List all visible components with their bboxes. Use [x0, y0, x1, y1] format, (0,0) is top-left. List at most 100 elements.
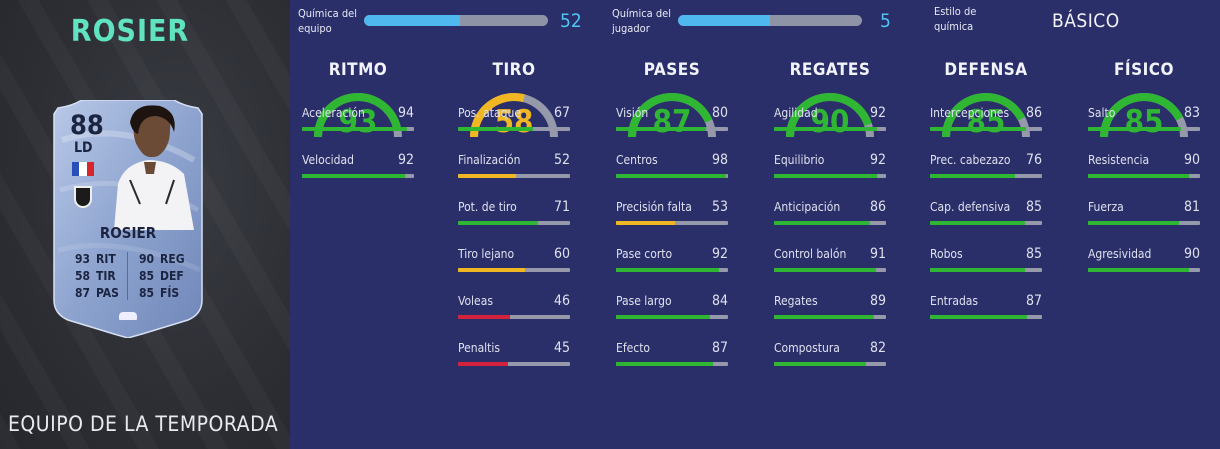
attribute-value: 58 [494, 104, 534, 140]
card-type-label: EQUIPO DE LA TEMPORADA [8, 412, 279, 436]
sub-attribute-bar [458, 362, 570, 366]
attribute-gauge [786, 93, 874, 138]
card-stat-value: 85 [138, 268, 154, 283]
sub-attribute-value: 92 [869, 105, 886, 121]
attribute-gauge [942, 93, 1030, 138]
sub-attribute-value: 94 [397, 105, 414, 121]
sub-attribute-bar [458, 221, 570, 225]
sub-attribute-bar [774, 362, 886, 366]
sub-attribute-row: Finalización 52 [458, 152, 570, 183]
sub-attribute-value: 85 [1025, 199, 1042, 215]
attribute-value: 85 [1124, 104, 1164, 140]
sub-attribute-row: Agilidad 92 [774, 105, 886, 136]
sub-attribute-bar [616, 268, 728, 272]
sub-attribute-bar-fill [774, 362, 866, 366]
sub-attribute-bar-fill [616, 221, 676, 225]
sub-attribute-value: 83 [1183, 105, 1200, 121]
sub-attribute-row: Pot. de tiro 71 [458, 199, 570, 230]
sub-attribute-name: Equilibrio [774, 153, 825, 167]
sub-attribute-bar-fill [302, 174, 406, 178]
sub-attribute-row: Intercepciones 86 [930, 105, 1042, 136]
player-chemistry-label-line2: jugador [612, 22, 650, 35]
sub-attribute-name: Anticipación [774, 200, 841, 214]
sub-attribute-bar [302, 174, 414, 178]
sub-attribute-row: Pase corto 92 [616, 246, 728, 277]
sub-attribute-name: Voleas [458, 294, 493, 308]
sub-attribute-row: Visión 80 [616, 105, 728, 136]
sub-attribute-bar [1088, 221, 1200, 225]
sub-attribute-bar [930, 127, 1042, 131]
sub-attribute-name: Pase largo [616, 294, 672, 308]
team-chemistry-label-line1: Química del [298, 7, 357, 20]
sub-attribute-bar-fill [1088, 268, 1189, 272]
sub-attribute-bar-fill [458, 127, 534, 131]
attribute-value: 85 [966, 104, 1006, 140]
card-stat-value: 58 [74, 268, 90, 283]
sub-attribute-name: Efecto [616, 341, 651, 355]
player-name-title: ROSIER [70, 14, 190, 49]
sub-attribute-row: Resistencia 90 [1088, 152, 1200, 183]
sub-attribute-bar [458, 174, 570, 178]
sub-attribute-row: Salto 83 [1088, 105, 1200, 136]
card-stat-label: REG [160, 251, 185, 266]
sub-attribute-bar [458, 315, 570, 319]
attribute-gauge [1100, 93, 1188, 138]
sub-attribute-value: 86 [869, 199, 886, 215]
attribute-title: PASES [643, 60, 701, 80]
sub-attribute-row: Precisión falta 53 [616, 199, 728, 230]
sub-attribute-bar-fill [616, 362, 714, 366]
sub-attribute-bar [930, 315, 1042, 319]
card-divider [127, 252, 128, 300]
sub-attribute-bar-fill [930, 268, 1026, 272]
stats-panel: Química del equipo 52 Química del jugado… [290, 0, 1220, 449]
card-stat-label: FÍS [160, 285, 180, 300]
player-card[interactable]: 88 LD ROSIER 93 RIT 90 REG 58 TIR 85 DEF [52, 100, 204, 338]
sub-attribute-row: Tiro lejano 60 [458, 246, 570, 277]
sub-attribute-value: 98 [711, 152, 728, 168]
sub-attribute-value: 87 [1025, 293, 1042, 309]
sub-attribute-row: Pase largo 84 [616, 293, 728, 324]
sub-attribute-value: 80 [711, 105, 728, 121]
team-chemistry-value: 52 [560, 10, 582, 32]
sub-attribute-row: Aceleración 94 [302, 105, 414, 136]
sub-attribute-bar-fill [930, 174, 1016, 178]
sub-attribute-bar-fill [1088, 174, 1189, 178]
sub-attribute-row: Equilibrio 92 [774, 152, 886, 183]
sub-attribute-bar [616, 362, 728, 366]
sub-attribute-name: Control balón [774, 247, 847, 261]
sub-attribute-bar-fill [930, 127, 1027, 131]
sub-attribute-bar [774, 127, 886, 131]
sub-attribute-row: Regates 89 [774, 293, 886, 324]
sub-attribute-bar-fill [774, 221, 871, 225]
player-chemistry-value: 5 [880, 10, 891, 32]
card-stat-value: 87 [74, 285, 90, 300]
sub-attribute-value: 60 [553, 246, 570, 262]
sub-attribute-bar-fill [774, 127, 878, 131]
card-stats: 93 RIT 90 REG 58 TIR 85 DEF 87 PAS 85 FÍS [74, 250, 190, 301]
team-chemistry-fill [364, 15, 460, 26]
sub-attribute-name: Centros [616, 153, 658, 167]
sub-attribute-name: Tiro lejano [458, 247, 515, 261]
chemistry-style-value[interactable]: BÁSICO [1052, 10, 1120, 32]
sub-attribute-value: 52 [553, 152, 570, 168]
sub-attribute-name: Compostura [774, 341, 840, 355]
sub-attribute-bar [774, 315, 886, 319]
card-stat-label: TIR [96, 268, 116, 283]
card-stat-value: 90 [138, 251, 154, 266]
chemistry-style-label: Estilo de química [934, 4, 976, 34]
sub-attribute-value: 89 [869, 293, 886, 309]
attribute-title: TIRO [492, 60, 536, 80]
player-chemistry-bar [678, 15, 862, 26]
team-chemistry-label: Química del equipo [298, 6, 357, 36]
sub-attribute-name: Aceleración [302, 106, 365, 120]
sub-attribute-value: 90 [1183, 246, 1200, 262]
sub-attribute-row: Control balón 91 [774, 246, 886, 277]
sub-attribute-row: Efecto 87 [616, 340, 728, 371]
sub-attribute-bar [616, 315, 728, 319]
sub-attribute-row: Voleas 46 [458, 293, 570, 324]
sub-attribute-name: Velocidad [302, 153, 354, 167]
sub-attribute-value: 92 [711, 246, 728, 262]
sub-attribute-name: Prec. cabezazo [930, 153, 1011, 167]
sub-attribute-row: Cap. defensiva 85 [930, 199, 1042, 230]
sub-attribute-row: Anticipación 86 [774, 199, 886, 230]
